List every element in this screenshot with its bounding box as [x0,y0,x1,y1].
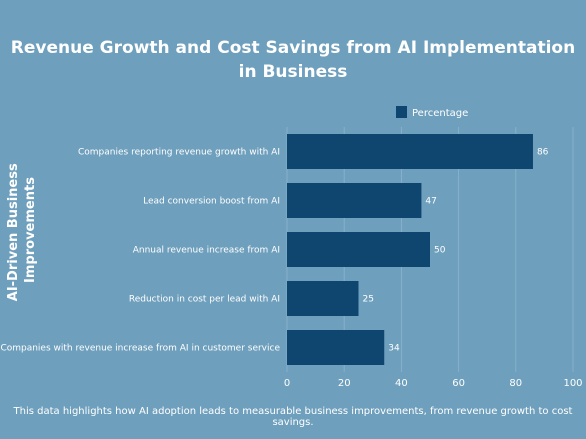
category-label-1: Companies reporting revenue growth with … [78,148,280,158]
legend: Percentage [396,106,468,119]
x-axis-ticks: 0 20 40 60 80 100 [284,378,583,389]
value-label-5: 34 [388,344,400,354]
x-tick-label-20: 20 [338,378,351,389]
value-label-1: 86 [537,148,549,158]
x-tick-label-80: 80 [509,378,522,389]
category-label-3: Annual revenue increase from AI [133,246,280,256]
x-tick-label-60: 60 [452,378,465,389]
category-labels: Companies reporting revenue growth with … [0,148,280,354]
category-label-2: Lead conversion boost from AI [143,197,280,207]
y-axis-label: AI-Driven Business Improvements [6,159,38,301]
y-axis-label-line-1: AI-Driven Business [6,163,21,301]
value-label-2: 47 [425,197,436,207]
y-axis-label-line-2: Improvements [23,177,38,283]
bar-5 [287,330,385,365]
chart-title-line-1: Revenue Growth and Cost Savings from AI … [10,38,576,58]
legend-swatch-percentage [396,106,407,118]
value-label-3: 50 [434,246,446,256]
bar-4 [287,281,359,316]
x-tick-label-0: 0 [284,378,290,389]
category-label-4: Reduction in cost per lead with AI [129,295,280,305]
bar-3 [287,232,430,267]
chart-title: Revenue Growth and Cost Savings from AI … [0,36,586,84]
legend-label-percentage: Percentage [412,108,468,119]
bar-2 [287,183,422,218]
bars [287,134,533,365]
bar-1 [287,134,533,169]
value-label-4: 25 [363,295,374,305]
x-tick-label-40: 40 [395,378,408,389]
x-tick-label-100: 100 [563,378,582,389]
category-label-5: Companies with revenue increase from AI … [0,344,280,354]
chart-caption: This data highlights how AI adoption lea… [13,406,573,428]
value-labels: 86 47 50 25 34 [363,148,549,354]
chart-title-line-2: in Business [238,62,348,82]
